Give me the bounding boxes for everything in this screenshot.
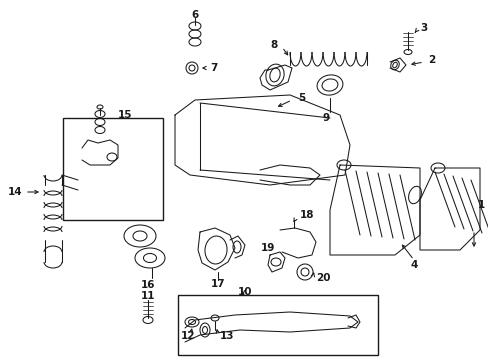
- Text: 18: 18: [299, 210, 314, 220]
- Bar: [178, 295, 377, 355]
- Text: 11: 11: [141, 291, 155, 301]
- Text: 17: 17: [210, 279, 225, 289]
- Text: 7: 7: [209, 63, 217, 73]
- Text: 5: 5: [297, 93, 305, 103]
- Text: 3: 3: [419, 23, 427, 33]
- Text: 20: 20: [315, 273, 330, 283]
- Text: 9: 9: [322, 113, 329, 123]
- Text: 10: 10: [237, 287, 252, 297]
- Bar: [63, 118, 163, 220]
- Text: 19: 19: [260, 243, 275, 253]
- Text: 1: 1: [477, 200, 484, 210]
- Text: 4: 4: [409, 260, 417, 270]
- Text: 14: 14: [7, 187, 22, 197]
- Text: 16: 16: [141, 280, 155, 290]
- Text: 8: 8: [270, 40, 278, 50]
- Text: 2: 2: [427, 55, 434, 65]
- Text: 12: 12: [181, 331, 195, 341]
- Text: 6: 6: [191, 10, 198, 20]
- Text: 15: 15: [118, 110, 132, 120]
- Text: 13: 13: [220, 331, 234, 341]
